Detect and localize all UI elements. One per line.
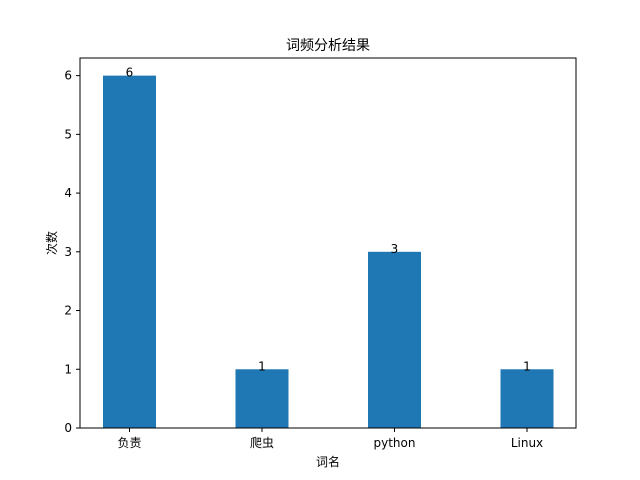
y-tick-label-5: 5 [64, 127, 72, 141]
y-tick-label-4: 4 [64, 186, 72, 200]
plot-area: 6 负责 1 爬虫 3 python 1 Linux 0 1 2 3 4 5 6 [64, 57, 577, 450]
x-tick-label-1: 爬虫 [250, 436, 274, 450]
x-tick-label-3: Linux [511, 436, 543, 450]
data-label-2: 3 [391, 242, 399, 256]
data-label-0: 6 [126, 66, 134, 80]
y-tick-label-6: 6 [64, 69, 72, 83]
bar-3 [500, 369, 554, 428]
y-tick-label-1: 1 [64, 362, 72, 376]
x-axis-label: 词名 [316, 454, 340, 469]
bar-0 [103, 75, 156, 428]
x-tick-label-0: 负责 [117, 436, 141, 450]
y-axis-label: 次数 [44, 231, 59, 255]
y-tick-label-0: 0 [64, 421, 72, 435]
data-label-1: 1 [258, 359, 266, 373]
chart-title: 词频分析结果 [286, 38, 370, 54]
bar-2 [368, 251, 421, 428]
y-tick-label-2: 2 [64, 304, 72, 318]
x-tick-label-2: python [374, 436, 416, 450]
bar-1 [235, 369, 289, 428]
y-tick-label-3: 3 [64, 245, 72, 259]
data-label-3: 1 [523, 359, 531, 373]
plot-frame [79, 57, 577, 429]
